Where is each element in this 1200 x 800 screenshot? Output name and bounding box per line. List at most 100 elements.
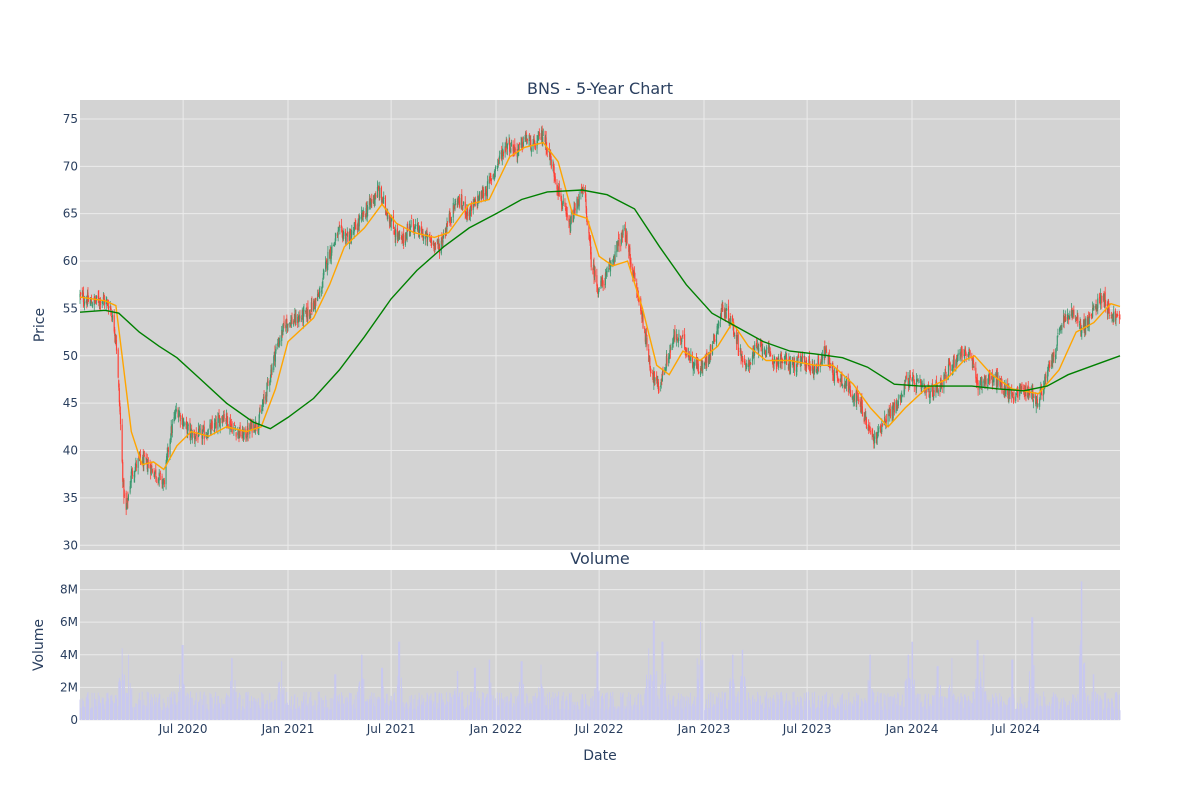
volume-bar bbox=[167, 696, 169, 720]
candle-down bbox=[549, 149, 551, 157]
candle-up bbox=[209, 424, 211, 428]
volume-bar bbox=[843, 704, 845, 720]
candle-up bbox=[668, 355, 670, 359]
volume-bar bbox=[949, 691, 951, 720]
candle-up bbox=[183, 421, 185, 427]
candle-up bbox=[1019, 386, 1021, 388]
candle-up bbox=[163, 480, 165, 482]
candle-up bbox=[451, 218, 453, 220]
candle-up bbox=[865, 415, 867, 419]
volume-bar bbox=[134, 710, 136, 720]
candle-up bbox=[309, 309, 311, 319]
candle-up bbox=[881, 424, 883, 433]
candle-up bbox=[612, 259, 614, 263]
candle-down bbox=[349, 233, 351, 235]
volume-bar bbox=[1072, 694, 1074, 720]
candle-down bbox=[604, 284, 606, 286]
volume-bar bbox=[218, 703, 220, 720]
candle-down bbox=[447, 222, 449, 224]
candle-up bbox=[229, 421, 231, 430]
volume-bar bbox=[975, 689, 977, 720]
volume-bar bbox=[151, 707, 153, 720]
candle-down bbox=[362, 212, 364, 219]
candle-up bbox=[696, 363, 698, 368]
volume-bar bbox=[872, 692, 874, 720]
volume-bar bbox=[755, 701, 757, 720]
volume-bar bbox=[570, 692, 572, 720]
volume-bar bbox=[407, 708, 409, 720]
candle-down bbox=[458, 200, 461, 207]
candle-up bbox=[143, 456, 145, 466]
volume-bar bbox=[323, 707, 325, 720]
volume-bar bbox=[768, 707, 770, 720]
volume-bar bbox=[759, 695, 761, 720]
candle-down bbox=[453, 205, 455, 208]
volume-bar bbox=[704, 710, 706, 720]
volume-bar bbox=[1027, 707, 1029, 720]
volume-bar bbox=[174, 695, 176, 720]
candle-down bbox=[380, 187, 383, 200]
volume-bar bbox=[263, 700, 264, 720]
volume-bar bbox=[349, 701, 351, 720]
volume-bar bbox=[163, 702, 165, 720]
candle-down bbox=[429, 235, 431, 241]
volume-bar bbox=[453, 691, 455, 720]
candle-down bbox=[629, 247, 631, 261]
candle-down bbox=[195, 433, 197, 436]
price-y-tick-label: 35 bbox=[63, 491, 78, 505]
volume-bar bbox=[317, 704, 319, 720]
candle-up bbox=[462, 201, 465, 205]
volume-bar bbox=[963, 694, 965, 720]
volume-bar bbox=[131, 688, 133, 720]
candle-up bbox=[166, 453, 168, 456]
volume-bar bbox=[592, 708, 594, 720]
volume-bar bbox=[713, 704, 715, 720]
volume-bar bbox=[413, 698, 415, 720]
candle-up bbox=[1060, 326, 1062, 329]
candle-up bbox=[741, 354, 743, 358]
volume-bar bbox=[729, 682, 731, 720]
volume-bar bbox=[1076, 702, 1078, 720]
candle-up bbox=[162, 482, 164, 486]
candle-up bbox=[896, 405, 898, 411]
candle-up bbox=[800, 359, 802, 361]
candle-up bbox=[624, 227, 626, 230]
candle-down bbox=[1077, 315, 1079, 324]
candle-up bbox=[146, 458, 148, 460]
candle-up bbox=[879, 426, 881, 429]
candle-down bbox=[825, 349, 828, 353]
candle-down bbox=[1108, 301, 1110, 309]
volume-bar bbox=[869, 654, 871, 720]
candle-down bbox=[1095, 306, 1097, 311]
volume-bar bbox=[1029, 679, 1031, 720]
candle-up bbox=[345, 237, 347, 244]
x-tick-label: Jul 2020 bbox=[158, 722, 208, 736]
candle-down bbox=[953, 355, 955, 368]
volume-bar bbox=[255, 699, 257, 720]
volume-bar bbox=[573, 710, 574, 720]
volume-bar bbox=[626, 696, 628, 720]
volume-bar bbox=[644, 693, 646, 720]
volume-bar bbox=[620, 697, 622, 720]
volume-bar bbox=[122, 694, 124, 720]
candle-up bbox=[445, 227, 447, 235]
volume-bar bbox=[955, 709, 957, 720]
volume-bar bbox=[889, 696, 891, 720]
candle-down bbox=[634, 277, 636, 281]
candle-down bbox=[677, 339, 679, 342]
volume-bar bbox=[608, 709, 610, 720]
candle-up bbox=[984, 377, 987, 381]
volume-bar bbox=[1071, 707, 1073, 720]
candle-up bbox=[1055, 348, 1057, 353]
volume-bar bbox=[856, 693, 858, 720]
volume-bar bbox=[401, 688, 403, 720]
candle-up bbox=[780, 354, 782, 364]
volume-bar bbox=[585, 699, 587, 720]
volume-bar bbox=[628, 692, 630, 720]
volume-bar bbox=[1112, 701, 1114, 720]
candle-down bbox=[596, 275, 598, 287]
volume-bar bbox=[624, 709, 626, 720]
volume-y-tick-label: 4M bbox=[60, 648, 78, 662]
